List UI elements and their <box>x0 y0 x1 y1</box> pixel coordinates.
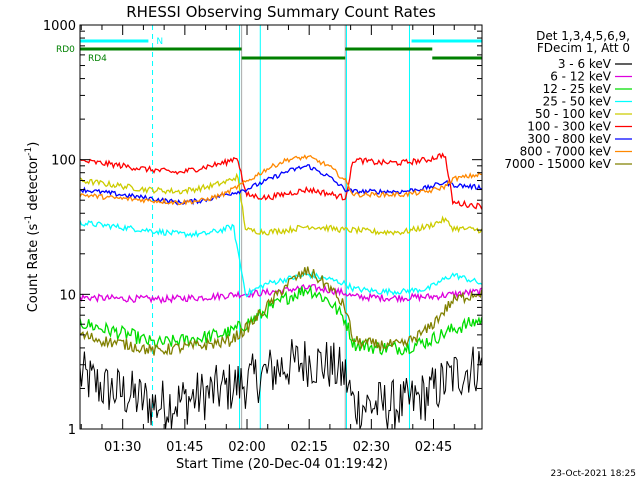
x-tick-label-1: 01:45 <box>166 440 203 455</box>
legend-label-7: 800 - 7000 keV <box>520 145 612 159</box>
series-line-3 <box>79 220 483 298</box>
y-tick-label-1: 10 <box>59 288 76 303</box>
x-tick-label-3: 02:15 <box>290 440 327 455</box>
legend: Det 1,3,4,5,6,9, FDecim 1, Att 0 3 - 6 k… <box>504 29 632 171</box>
plot-frame <box>79 24 483 430</box>
flag-label-n: N <box>156 37 163 47</box>
legend-header-line-2: FDecim 1, Att 0 <box>537 41 630 55</box>
legend-label-1: 6 - 12 keV <box>550 70 612 84</box>
legend-header-line-1: Det 1,3,4,5,6,9, <box>536 29 630 43</box>
legend-label-6: 300 - 800 keV <box>527 132 611 146</box>
series-line-0 <box>79 339 483 430</box>
flag-label-rd4: RD4 <box>88 54 107 64</box>
series-line-5 <box>79 152 483 210</box>
y-tick-label-3: 1000 <box>43 19 76 34</box>
series-line-2 <box>79 284 483 356</box>
x-tick-label-5: 02:45 <box>415 440 452 455</box>
x-tick-label-2: 02:00 <box>228 440 265 455</box>
footer-date: 23-Oct-2021 18:25 <box>551 469 636 479</box>
x-axis-label: Start Time (20-Dec-04 01:19:42) <box>176 457 388 472</box>
series-line-8 <box>79 266 483 356</box>
legend-label-5: 100 - 300 keV <box>527 120 611 134</box>
y-tick-label-0: 1 <box>68 423 76 438</box>
y-tick-label-2: 100 <box>51 154 76 169</box>
legend-label-0: 3 - 6 keV <box>558 57 612 71</box>
plot-area: N <box>79 25 483 430</box>
series-line-7 <box>79 154 482 206</box>
legend-label-8: 7000 - 15000 keV <box>504 157 611 171</box>
chart-title: RHESSI Observing Summary Count Rates <box>126 3 436 21</box>
y-axis-label: Count Rate (s-1 detector-1) <box>24 142 41 313</box>
flag-label-rd0: RD0 <box>56 45 75 55</box>
x-tick-label-0: 01:30 <box>104 440 141 455</box>
legend-label-3: 25 - 50 keV <box>543 95 612 109</box>
legend-label-2: 12 - 25 keV <box>543 82 612 96</box>
series-line-4 <box>79 172 483 237</box>
legend-label-4: 50 - 100 keV <box>535 107 612 121</box>
x-tick-label-4: 02:30 <box>353 440 390 455</box>
